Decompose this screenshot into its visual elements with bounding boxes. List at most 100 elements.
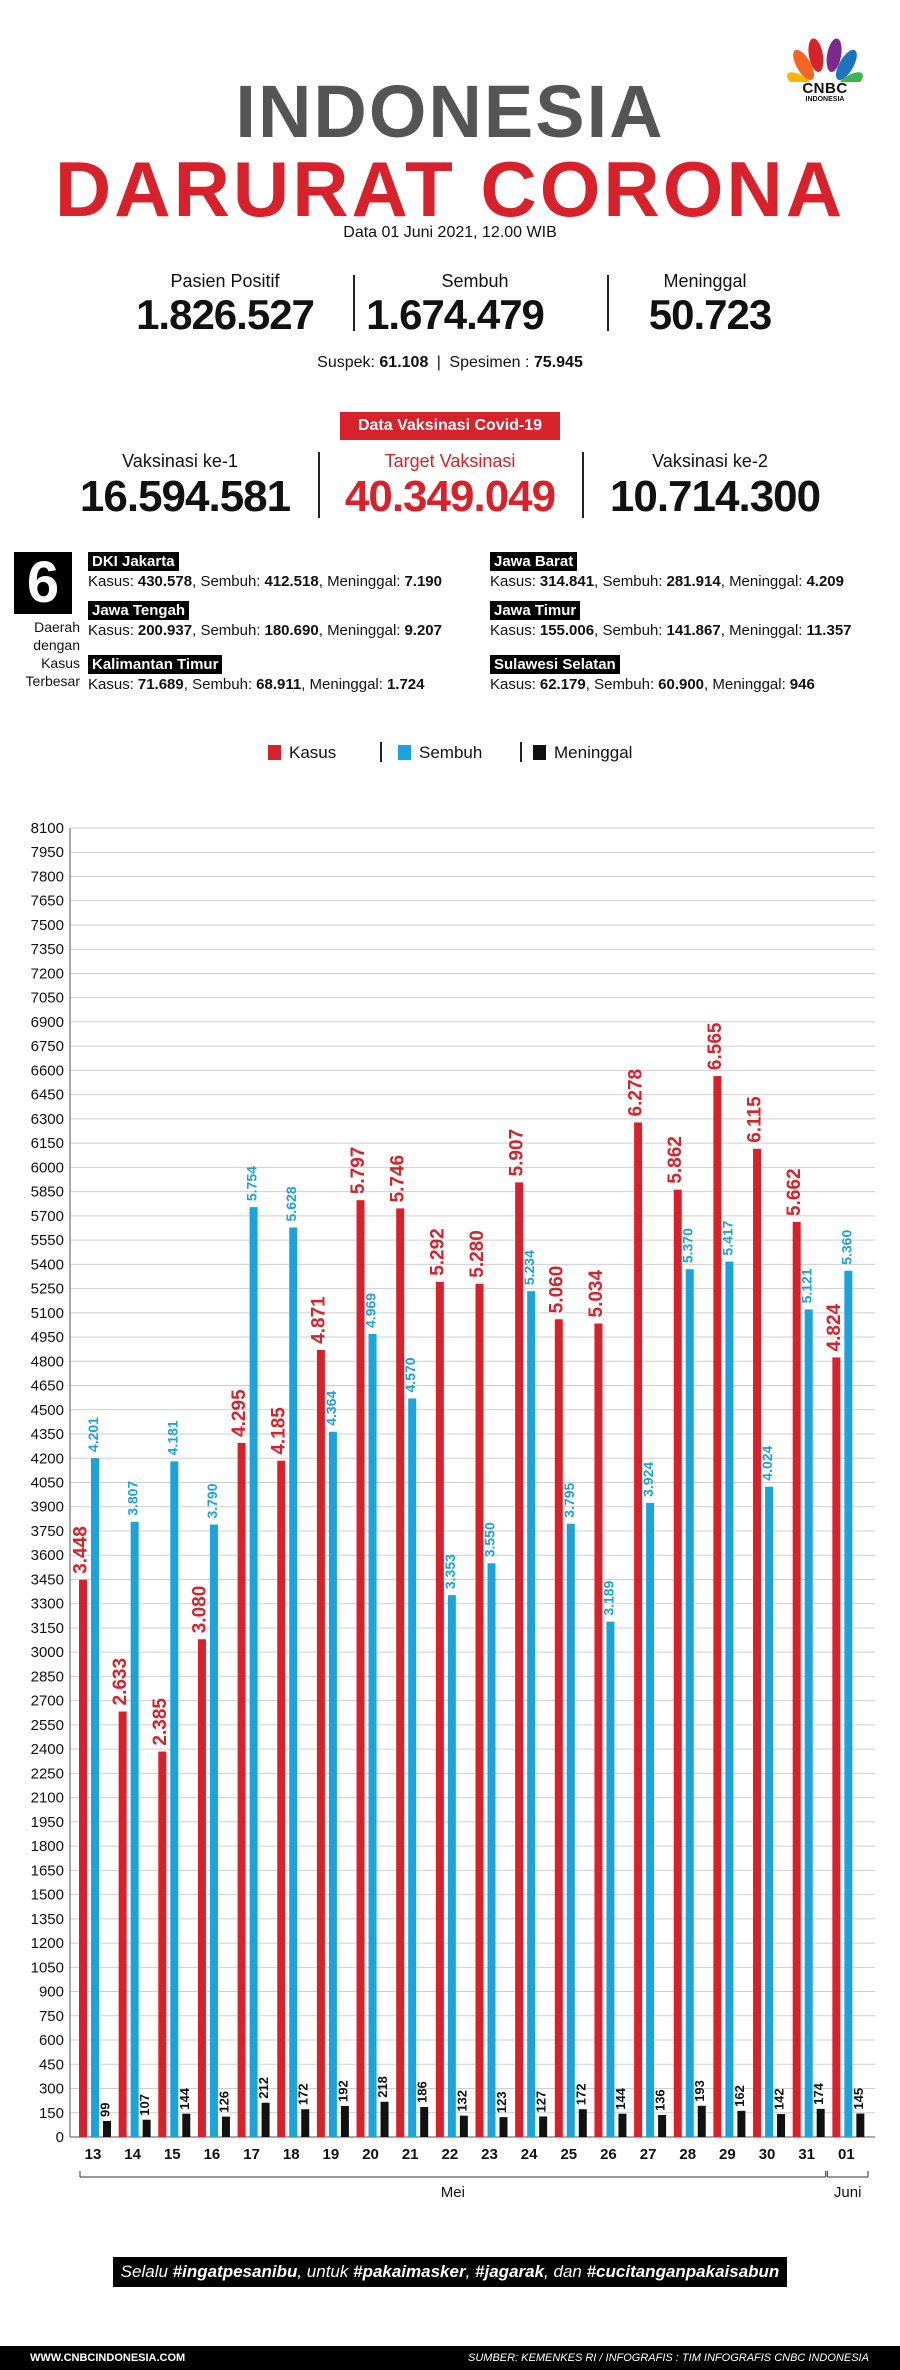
x-tick-label: 22 — [442, 2146, 459, 2163]
region-count-badge: 6 — [14, 552, 72, 614]
legend-label: Sembuh — [419, 743, 483, 762]
bar-sembuh — [170, 1461, 179, 2137]
suspek-value: 61.108 — [379, 354, 429, 371]
y-tick-label: 900 — [39, 1984, 64, 2001]
data-datetime: Data 01 Juni 2021, 12.00 WIB — [343, 224, 557, 241]
data-label-sembuh: 4.201 — [85, 1417, 101, 1452]
y-tick-label: 4050 — [31, 1475, 64, 1492]
region-kasus-value: 155.006 — [539, 622, 595, 639]
data-label-sembuh: 3.550 — [482, 1522, 498, 1557]
y-tick-label: 7950 — [31, 844, 64, 861]
region-meninggal-value: 9.207 — [404, 622, 442, 639]
bar-meninggal — [182, 2113, 191, 2137]
slogan-text: , — [465, 2262, 476, 2281]
website-link[interactable]: WWW.CNBCINDONESIA.COM — [30, 2352, 186, 2364]
y-tick-label: 4650 — [31, 1378, 64, 1395]
target-vaksinasi-label: Target Vaksinasi — [384, 451, 516, 471]
caption-line: Daerah — [34, 619, 80, 635]
title-line2: DARURAT CORONA — [54, 145, 846, 233]
data-label-kasus: 4.824 — [824, 1303, 845, 1351]
y-tick-label: 3600 — [31, 1547, 64, 1564]
month-label: Juni — [834, 2184, 862, 2201]
y-tick-label: 1500 — [31, 1887, 64, 1904]
region-stats: Kasus: 62.179, Sembuh: 60.900, Meninggal: 9… — [490, 676, 815, 693]
vaksinasi-1-value: 16.594.581 — [79, 472, 291, 521]
bar-sembuh — [606, 1621, 615, 2137]
legend-label: Kasus — [289, 743, 337, 762]
bar-kasus — [356, 1200, 365, 2137]
data-label-meninggal: 123 — [494, 2091, 509, 2113]
y-tick-label: 1950 — [31, 1814, 64, 1831]
bar-sembuh — [685, 1269, 694, 2137]
y-tick-label: 3300 — [31, 1596, 64, 1613]
y-tick-label: 450 — [39, 2056, 64, 2073]
legend-divider — [520, 742, 522, 762]
data-label-sembuh: 4.969 — [363, 1293, 379, 1328]
vax-divider — [318, 452, 320, 518]
suspek-separator: | — [436, 354, 441, 371]
x-tick-label: 23 — [481, 2146, 498, 2163]
data-label-sembuh: 3.189 — [600, 1580, 616, 1615]
meninggal-value: 50.723 — [648, 291, 772, 338]
bar-meninggal — [301, 2109, 310, 2137]
separator: , — [720, 573, 730, 590]
data-label-kasus: 3.080 — [189, 1586, 210, 1634]
region-meninggal-label: Meninggal: — [327, 573, 401, 590]
logo-text: CNBC — [802, 80, 848, 97]
y-tick-label: 5400 — [31, 1256, 64, 1273]
data-label-meninggal: 172 — [296, 2084, 311, 2106]
data-label-kasus: 5.797 — [348, 1147, 369, 1195]
data-label-meninggal: 132 — [454, 2090, 469, 2112]
data-label-meninggal: 172 — [573, 2084, 588, 2106]
bar-sembuh — [368, 1333, 377, 2137]
bottom-bar: WWW.CNBCINDONESIA.COM SUMBER: KEMENKES R… — [0, 2346, 900, 2370]
x-tick-label: 29 — [719, 2146, 736, 2163]
bar-meninggal — [658, 2115, 667, 2137]
hashtag: #pakaimasker — [353, 2262, 466, 2281]
y-tick-label: 7500 — [31, 917, 64, 934]
data-label-kasus: 6.278 — [626, 1069, 647, 1117]
y-tick-label: 2850 — [31, 1668, 64, 1685]
bar-sembuh — [130, 1521, 139, 2137]
hashtag: #cucitanganpakaisabun — [586, 2262, 780, 2281]
caption-line: Terbesar — [25, 673, 80, 689]
region-caption: Daerah dengan Kasus Terbesar — [8, 618, 80, 690]
separator: , — [704, 676, 713, 693]
region-meninggal-label: Meninggal: — [327, 622, 401, 639]
y-tick-label: 150 — [39, 2105, 64, 2122]
y-tick-label: 7050 — [31, 990, 64, 1007]
data-label-kasus: 5.862 — [665, 1136, 686, 1184]
y-tick-label: 6600 — [31, 1062, 64, 1079]
legend-meninggal: Meninggal — [533, 743, 632, 763]
y-tick-label: 2100 — [31, 1790, 64, 1807]
bar-meninggal — [578, 2109, 587, 2137]
y-tick-label: 4950 — [31, 1329, 64, 1346]
separator: , — [183, 676, 193, 693]
data-label-kasus: 2.633 — [110, 1658, 131, 1706]
data-label-sembuh: 3.790 — [204, 1483, 220, 1518]
y-tick-label: 2550 — [31, 1717, 64, 1734]
x-tick-label: 17 — [243, 2146, 260, 2163]
y-tick-label: 5250 — [31, 1281, 64, 1298]
stat-divider — [607, 275, 609, 331]
vaksinasi-badge: Data Vaksinasi Covid-19 — [340, 412, 560, 440]
bar-kasus — [594, 1323, 603, 2137]
bar-sembuh — [725, 1261, 734, 2137]
y-tick-label: 4350 — [31, 1426, 64, 1443]
vaksinasi-1-label: Vaksinasi ke-1 — [122, 451, 238, 471]
bar-sembuh — [804, 1309, 813, 2137]
data-label-meninggal: 144 — [613, 2087, 628, 2109]
bar-kasus — [832, 1357, 841, 2137]
bar-kasus — [713, 1076, 722, 2137]
data-label-sembuh: 4.570 — [402, 1357, 418, 1392]
data-label-meninggal: 218 — [375, 2076, 390, 2098]
bar-sembuh — [408, 1398, 417, 2137]
region-kasus-label: Kasus: — [490, 622, 536, 639]
region-sembuh-value: 141.867 — [666, 622, 721, 639]
data-label-kasus: 5.060 — [546, 1266, 567, 1314]
data-label-meninggal: 144 — [177, 2087, 192, 2109]
region-name: Jawa Timur — [490, 601, 581, 620]
caption-line: Kasus — [41, 655, 80, 671]
y-tick-label: 7800 — [31, 868, 64, 885]
data-label-kasus: 5.292 — [427, 1228, 448, 1276]
